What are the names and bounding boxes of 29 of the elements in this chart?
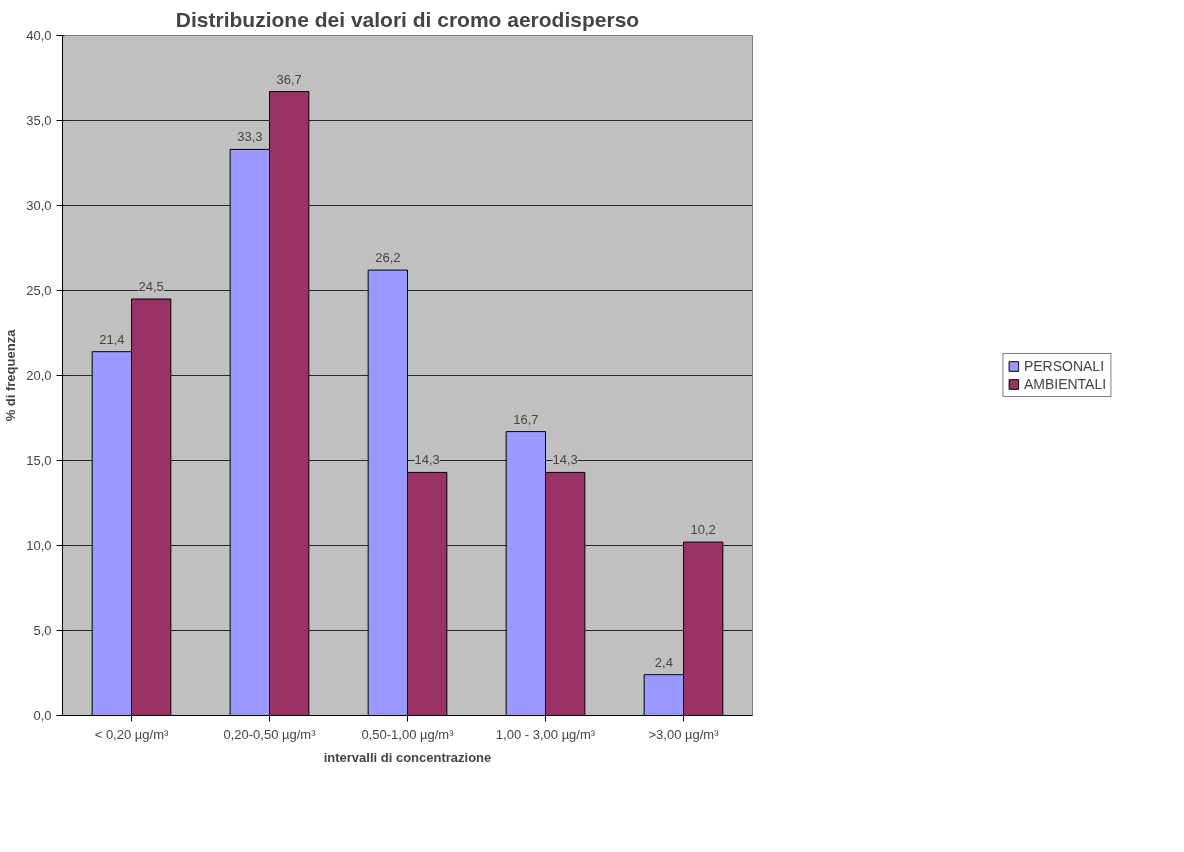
y-tick-label: 0,0 bbox=[33, 708, 52, 723]
data-label: 24,5 bbox=[138, 279, 164, 294]
data-label: 21,4 bbox=[99, 331, 125, 347]
x-tick-label: 0,50-1,00 µg/m³ bbox=[361, 726, 455, 742]
y-axis-title: % di frequenza bbox=[3, 328, 19, 422]
data-label: 2,4 bbox=[654, 654, 673, 670]
data-label: 14,3 bbox=[552, 452, 578, 468]
legend-label: AMBIENTALI bbox=[1023, 376, 1107, 392]
y-tick-label: 10,0 bbox=[26, 538, 52, 553]
y-tick-label: 5,0 bbox=[33, 623, 52, 638]
x-axis-title: intervalli di concentrazione bbox=[323, 749, 492, 765]
x-tick-label: >3,00 µg/m³ bbox=[648, 726, 720, 742]
data-label: 14,3 bbox=[414, 452, 440, 468]
y-tick-label: 25,0 bbox=[26, 283, 52, 298]
y-tick-label: 40,0 bbox=[26, 28, 52, 43]
chart-title: Distribuzione dei valori di cromo aerodisperso bbox=[175, 7, 640, 31]
data-label: 16,7 bbox=[513, 411, 539, 427]
data-label: 33,3 bbox=[237, 129, 263, 145]
y-tick-label: 20,0 bbox=[26, 368, 52, 383]
x-tick-label: 1,00 - 3,00 µg/m³ bbox=[495, 726, 596, 742]
legend-label: PERSONALI bbox=[1023, 358, 1105, 374]
y-tick-label: 35,0 bbox=[26, 113, 52, 128]
y-tick-label: 15,0 bbox=[26, 453, 52, 468]
data-label: 36,7 bbox=[276, 71, 302, 87]
x-tick-label: 0,20-0,50 µg/m³ bbox=[223, 726, 317, 742]
x-tick-label: < 0,20 µg/m³ bbox=[94, 726, 169, 742]
y-tick-label: 30,0 bbox=[26, 198, 52, 213]
data-label: 26,2 bbox=[375, 250, 401, 266]
data-label: 10,2 bbox=[690, 522, 716, 538]
